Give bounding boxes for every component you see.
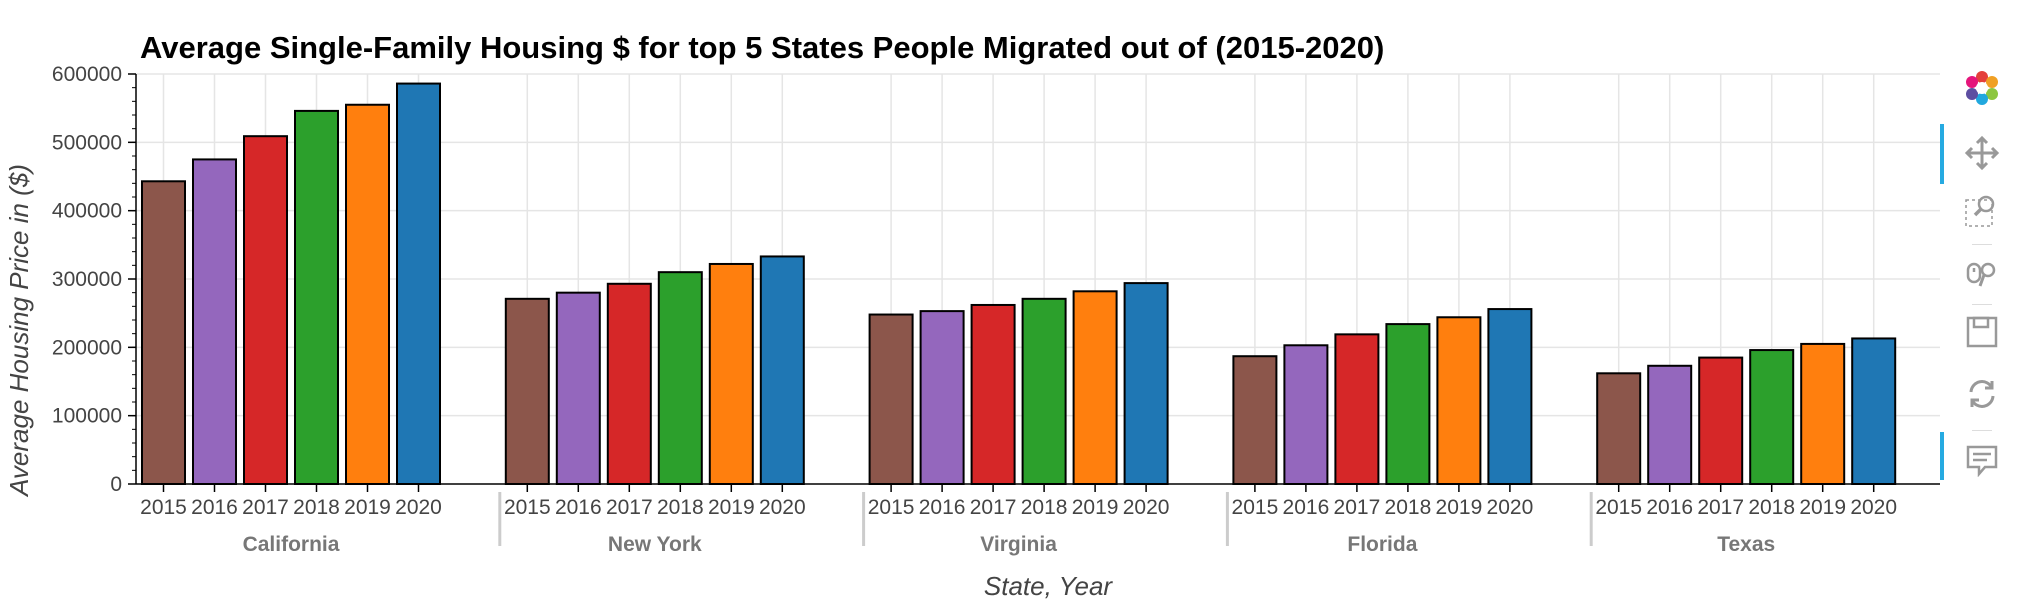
save-icon[interactable] — [1962, 312, 2002, 352]
x-tick-label: 2019 — [1436, 496, 1483, 519]
x-tick-label: 2020 — [395, 496, 442, 519]
x-tick-label: 2020 — [1123, 496, 1170, 519]
group-label: California — [243, 533, 340, 556]
bar-florida-2017 — [1334, 333, 1380, 485]
x-tick-label: 2015 — [1232, 496, 1279, 519]
pan-icon[interactable] — [1962, 133, 2002, 173]
toolbar-separator — [1972, 304, 1992, 305]
y-tick-label: 400000 — [52, 200, 122, 223]
bar-new-york-2020 — [759, 255, 805, 486]
y-tick-label: 300000 — [52, 268, 122, 291]
group-label: Florida — [1347, 533, 1417, 556]
bar-virginia-2015 — [868, 313, 914, 485]
x-tick-label: 2015 — [140, 496, 187, 519]
group-label: Virginia — [980, 533, 1057, 556]
bar-texas-2018 — [1749, 349, 1795, 486]
box-zoom-icon[interactable] — [1962, 190, 2002, 230]
x-tick-label: 2016 — [919, 496, 966, 519]
x-tick-label: 2016 — [1646, 496, 1693, 519]
x-tick-label: 2016 — [555, 496, 602, 519]
bar-texas-2019 — [1800, 342, 1846, 485]
bar-florida-2016 — [1283, 344, 1329, 485]
pan-active-indicator — [1940, 124, 1944, 184]
chart-title: Average Single-Family Housing $ for top … — [140, 30, 1384, 65]
x-tick-label: 2016 — [191, 496, 238, 519]
x-tick-label: 2015 — [1595, 496, 1642, 519]
hover-icon[interactable] — [1962, 440, 2002, 480]
x-tick-label: 2016 — [1283, 496, 1330, 519]
y-tick-label: 600000 — [52, 63, 122, 86]
bar-california-2018 — [294, 109, 339, 486]
y-tick-label: 0 — [110, 473, 122, 496]
x-tick-label: 2018 — [1748, 496, 1795, 519]
bar-california-2020 — [396, 82, 441, 485]
bar-florida-2019 — [1436, 316, 1482, 485]
bar-virginia-2019 — [1072, 290, 1118, 485]
x-tick-label: 2017 — [606, 496, 653, 519]
x-tick-label: 2017 — [1334, 496, 1381, 519]
group-label: New York — [608, 533, 702, 556]
bar-new-york-2016 — [555, 291, 601, 485]
bar-new-york-2019 — [708, 262, 754, 486]
bar-texas-2020 — [1851, 337, 1897, 486]
y-axis-label: Average Housing Price in ($) — [4, 164, 34, 498]
bar-california-2019 — [345, 103, 390, 485]
y-tick-label: 100000 — [52, 405, 122, 428]
x-tick-label: 2018 — [293, 496, 340, 519]
bar-new-york-2018 — [657, 271, 703, 485]
reset-icon[interactable] — [1962, 374, 2002, 414]
x-tick-label: 2018 — [1021, 496, 1068, 519]
x-tick-label: 2019 — [708, 496, 755, 519]
bar-florida-2015 — [1232, 355, 1278, 486]
x-tick-label: 2020 — [1850, 496, 1897, 519]
x-tick-label: 2015 — [868, 496, 915, 519]
bar-texas-2015 — [1596, 372, 1642, 485]
bar-texas-2016 — [1647, 364, 1693, 485]
x-tick-label: 2018 — [657, 496, 704, 519]
x-tick-label: 2018 — [1385, 496, 1432, 519]
chart-toolbar — [1940, 64, 2018, 504]
x-tick-label: 2019 — [1072, 496, 1119, 519]
wheel-zoom-icon[interactable] — [1962, 254, 2002, 294]
bar-new-york-2017 — [606, 282, 652, 485]
bar-texas-2017 — [1698, 356, 1744, 486]
x-tick-label: 2020 — [759, 496, 806, 519]
bar-virginia-2016 — [919, 310, 965, 485]
bar-virginia-2020 — [1123, 282, 1169, 485]
bokeh-logo-icon[interactable] — [1962, 68, 2002, 108]
x-tick-label: 2019 — [344, 496, 391, 519]
bars — [141, 82, 1897, 486]
group-label: Texas — [1717, 533, 1775, 556]
x-tick-label: 2020 — [1487, 496, 1534, 519]
x-tick-label: 2017 — [242, 496, 289, 519]
bar-florida-2020 — [1487, 308, 1533, 486]
hover-active-indicator — [1940, 432, 1944, 480]
x-tick-label: 2017 — [1697, 496, 1744, 519]
y-tick-label: 200000 — [52, 336, 122, 359]
toolbar-separator — [1972, 430, 1992, 431]
bar-florida-2018 — [1385, 323, 1431, 485]
bar-california-2017 — [243, 135, 288, 486]
y-tick-label: 500000 — [52, 131, 122, 154]
x-tick-label: 2019 — [1799, 496, 1846, 519]
x-tick-label: 2017 — [970, 496, 1017, 519]
bar-california-2016 — [192, 158, 237, 486]
bar-virginia-2017 — [970, 303, 1016, 486]
bar-california-2015 — [141, 180, 186, 486]
x-tick-label: 2015 — [504, 496, 551, 519]
bar-virginia-2018 — [1021, 297, 1067, 486]
bar-new-york-2015 — [504, 297, 550, 486]
x-axis-label: State, Year — [984, 571, 1114, 601]
toolbar-separator — [1972, 244, 1992, 245]
y-axis-ticks: 0 100000 200000 300000 400000 500000 600000 — [52, 63, 136, 496]
bar-chart: Average Single-Family Housing $ for top … — [4, 30, 1940, 601]
